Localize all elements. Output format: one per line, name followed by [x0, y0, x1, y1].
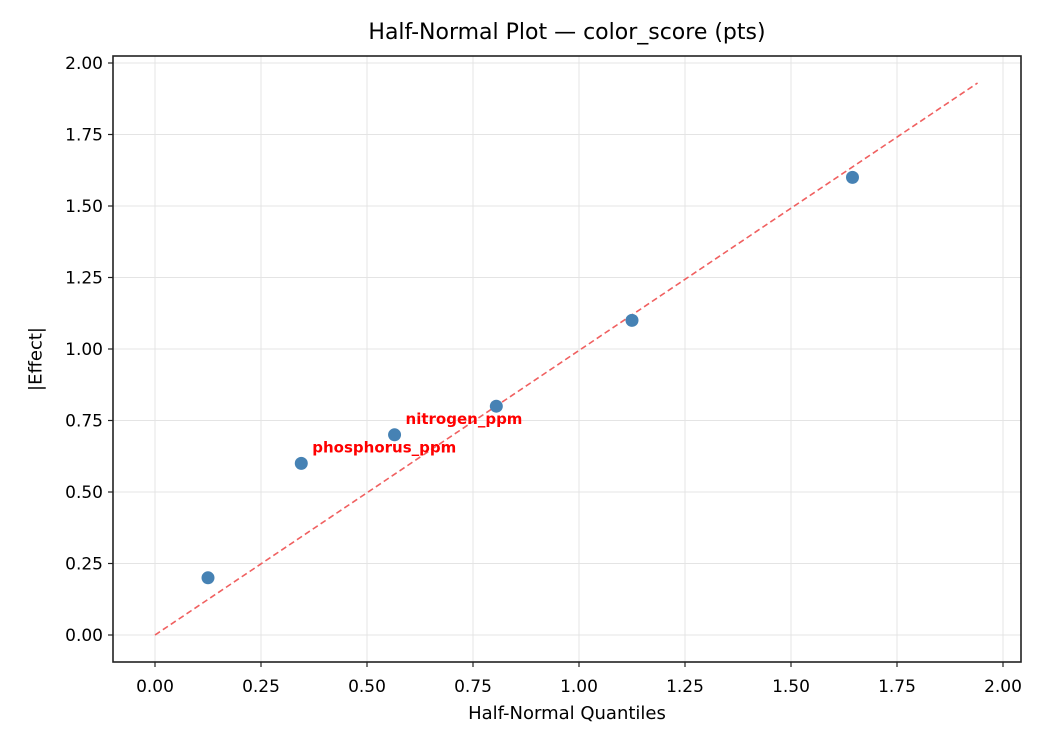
x-tick-label: 0.00 [136, 677, 174, 697]
x-tick-label: 1.50 [772, 677, 810, 697]
y-tick-label: 0.00 [65, 626, 103, 646]
plot-frame [112, 55, 1022, 663]
y-tick-label: 0.25 [65, 555, 103, 575]
y-tick-label: 0.50 [65, 483, 103, 503]
annotations: phosphorus_ppm nitrogen_ppm [312, 410, 522, 457]
y-axis-ticks: 0.00 0.25 0.50 0.75 1.00 1.25 1.50 1.75 2.00 [65, 54, 113, 646]
x-tick-label: 0.75 [454, 677, 492, 697]
data-point [845, 170, 859, 184]
x-axis-label: Half-Normal Quantiles [468, 703, 666, 724]
y-tick-label: 1.00 [65, 340, 103, 360]
reference-line-segment [154, 82, 979, 636]
y-tick-label: 1.25 [65, 269, 103, 289]
x-tick-label: 1.75 [878, 677, 916, 697]
x-tick-label: 1.00 [560, 677, 598, 697]
y-tick-label: 1.50 [65, 197, 103, 217]
x-tick-label: 0.50 [348, 677, 386, 697]
data-points [201, 170, 859, 585]
x-tick-label: 0.25 [242, 677, 280, 697]
grid-lines [113, 56, 1021, 662]
x-tick-label: 1.25 [666, 677, 704, 697]
data-point [294, 456, 308, 470]
point-annotation: nitrogen_ppm [406, 410, 523, 428]
chart-title: Half-Normal Plot — color_score (pts) [368, 20, 766, 45]
x-axis-ticks: 0.00 0.25 0.50 0.75 1.00 1.25 1.50 1.75 2.00 [136, 662, 1022, 697]
point-annotation: phosphorus_ppm [312, 438, 456, 456]
x-tick-label: 2.00 [984, 677, 1022, 697]
data-point [201, 571, 215, 585]
data-point [625, 313, 639, 327]
data-point [489, 399, 503, 413]
y-tick-label: 1.75 [65, 126, 103, 146]
y-tick-label: 0.75 [65, 412, 103, 432]
reference-line [154, 82, 979, 636]
y-tick-label: 2.00 [65, 54, 103, 74]
data-point [388, 428, 402, 442]
